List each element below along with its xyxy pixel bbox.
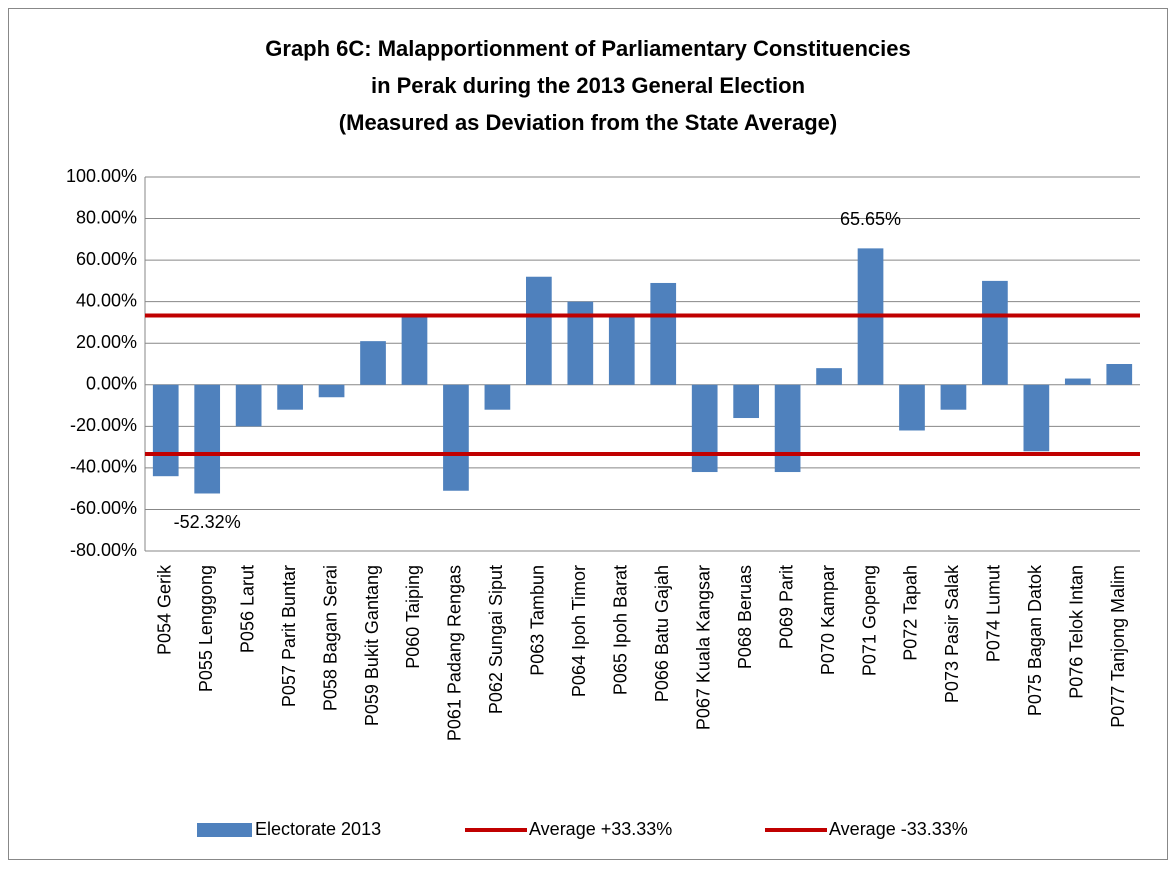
- y-tick-label: -40.00%: [70, 457, 137, 477]
- legend-swatch: [197, 823, 252, 837]
- x-tick-label: P060 Taiping: [403, 565, 423, 669]
- bar: [733, 384, 759, 419]
- x-tick-label: P070 Kampar: [818, 565, 838, 675]
- y-tick-label: 80.00%: [76, 207, 137, 227]
- x-tick-label: P062 Sungai Siput: [486, 565, 506, 714]
- x-tick-label: P071 Gopeng: [859, 565, 879, 676]
- bar: [1106, 364, 1133, 385]
- bar: [194, 384, 221, 494]
- x-tick-label: P054 Gerik: [154, 564, 174, 655]
- bar: [650, 282, 677, 385]
- bar: [277, 384, 303, 410]
- x-tick-label: P059 Bukit Gantang: [362, 565, 382, 726]
- y-tick-label: 100.00%: [66, 166, 137, 186]
- bar: [982, 280, 1008, 385]
- bar: [774, 384, 801, 473]
- x-tick-label: P074 Lumut: [984, 565, 1004, 662]
- x-tick-label: P076 Telok Intan: [1067, 565, 1087, 699]
- bar: [1023, 384, 1050, 452]
- x-tick-label: P065 Ipoh Barat: [611, 565, 631, 695]
- y-tick-label: 40.00%: [76, 290, 137, 310]
- x-tick-label: P073 Pasir Salak: [942, 564, 962, 703]
- chart-title: in Perak during the 2013 General Electio…: [371, 73, 805, 98]
- legend-label: Average -33.33%: [829, 819, 968, 839]
- y-tick-label: -20.00%: [70, 415, 137, 435]
- x-tick-label: P064 Ipoh Timor: [569, 565, 589, 697]
- bar: [691, 384, 718, 473]
- chart-title: (Measured as Deviation from the State Av…: [339, 110, 837, 135]
- bar: [526, 276, 552, 385]
- bar: [235, 384, 262, 427]
- y-tick-label: 0.00%: [86, 374, 137, 394]
- y-tick-label: -60.00%: [70, 498, 137, 518]
- y-tick-label: -80.00%: [70, 540, 137, 560]
- chart-border: [8, 8, 1168, 860]
- x-tick-label: P077 Tanjong Malim: [1108, 565, 1128, 728]
- x-tick-label: P063 Tambun: [528, 565, 548, 676]
- bar: [608, 316, 635, 385]
- bar: [816, 368, 842, 385]
- y-tick-label: 60.00%: [76, 249, 137, 269]
- x-tick-label: P067 Kuala Kangsar: [693, 565, 713, 730]
- x-tick-label: P068 Beruas: [735, 565, 755, 669]
- legend-label: Electorate 2013: [255, 819, 381, 839]
- bar: [360, 341, 386, 385]
- y-tick-label: 20.00%: [76, 332, 137, 352]
- chart-title: Graph 6C: Malapportionment of Parliament…: [265, 36, 910, 61]
- x-tick-label: P075 Bagan Datok: [1025, 564, 1045, 716]
- x-tick-label: P061 Padang Rengas: [445, 565, 465, 741]
- x-tick-label: P072 Tapah: [901, 565, 921, 661]
- bar: [1064, 378, 1091, 385]
- bar: [940, 384, 967, 410]
- x-tick-label: P058 Bagan Serai: [320, 565, 340, 711]
- x-tick-label: P066 Batu Gajah: [652, 565, 672, 702]
- data-label: -52.32%: [174, 512, 241, 532]
- x-tick-label: P056 Larut: [237, 565, 257, 653]
- x-tick-label: P057 Parit Buntar: [279, 565, 299, 707]
- bar: [401, 316, 428, 385]
- bar: [899, 384, 925, 431]
- data-label: 65.65%: [840, 209, 901, 229]
- bar: [443, 384, 469, 491]
- bar: [318, 384, 345, 398]
- x-tick-label: P055 Lenggong: [196, 565, 216, 692]
- bar: [484, 384, 511, 410]
- x-tick-label: P069 Parit: [776, 565, 796, 649]
- bar: [152, 384, 179, 477]
- legend-label: Average +33.33%: [529, 819, 672, 839]
